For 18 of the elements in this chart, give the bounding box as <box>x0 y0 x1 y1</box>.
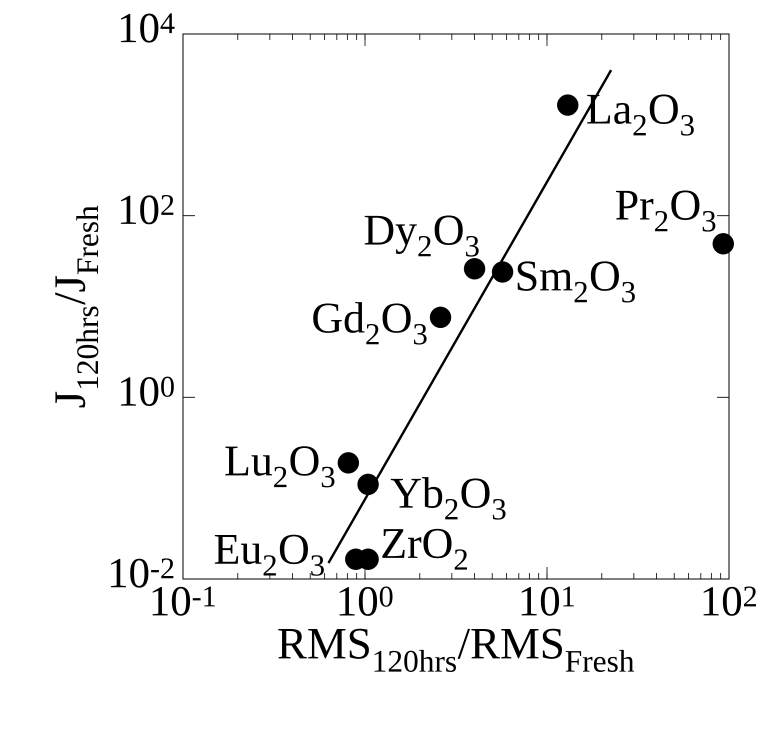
annotation: Dy$_{2}$O$_{3}$ <box>364 216 479 257</box>
x-tick-label: 10$^{0}$ <box>340 586 393 616</box>
x-axis-title: RMS$_{120hrs}$/RMS$_{Fresh}$ <box>278 628 634 672</box>
annotation: Pr$_{2}$O$_{3}$ <box>616 190 716 232</box>
annotation: ZrO$_{2}$ <box>382 528 467 570</box>
annotation: Lu$_{2}$O$_{3}$ <box>225 446 334 488</box>
annotation: Sm$_{2}$O$_{3}$ <box>518 261 635 303</box>
y-tick-label: 10$^{-2}$ <box>110 558 174 588</box>
annotation: Yb$_{2}$O$_{3}$ <box>390 477 506 520</box>
x-tick-label: 10$^{2}$ <box>704 586 756 616</box>
annotation: Gd$_{2}$O$_{3}$ <box>313 302 427 345</box>
y-axis-title: J$_{120hrs}$/J$_{Fresh}$ <box>55 206 98 408</box>
x-tick-label: 10$^{-1}$ <box>152 586 215 616</box>
y-tick-label: 10$^{4}$ <box>120 13 175 43</box>
x-tick-label: 10$^{1}$ <box>522 586 574 616</box>
y-tick-label: 10$^{2}$ <box>120 195 174 224</box>
annotation: Eu$_{2}$O$_{3}$ <box>214 534 324 576</box>
y-tick-label: 10$^{0}$ <box>120 376 174 406</box>
